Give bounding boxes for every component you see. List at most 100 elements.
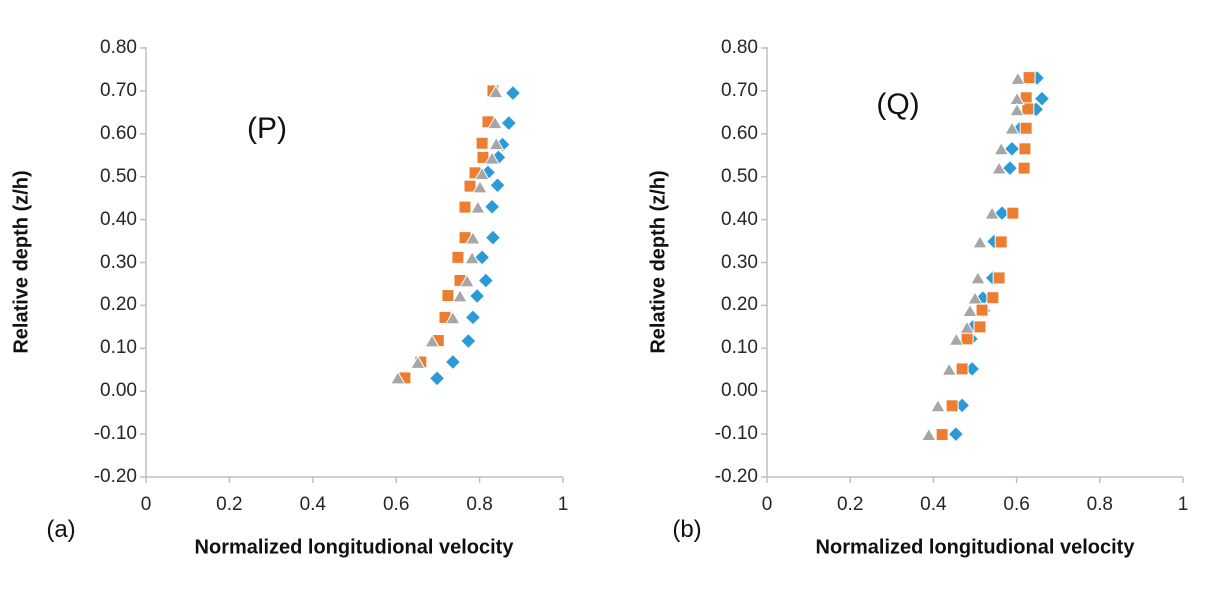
blue-diamond-marker [460,332,477,350]
y-tick-label: -0.20 [714,466,758,487]
blue-diamond-marker [444,353,462,371]
blue-diamond-marker [464,309,482,326]
x-axis-title: Normalized longitudional velocity [194,536,514,559]
y-tick-label: 0.00 [100,380,137,402]
x-tick-label: 0.6 [382,494,410,515]
orange-square-marker [994,235,1008,249]
y-tick-label: 0.40 [721,208,758,230]
orange-square-marker [1019,121,1033,135]
y-tick-label: 0.80 [100,37,137,58]
figure-label: (b) [672,516,702,543]
orange-square-marker [463,179,477,193]
y-axis-title: Relative depth (z/h) [647,170,670,354]
x-tick-label: 1 [557,494,569,515]
gray-triangle-marker [389,370,406,385]
gray-triangle-marker [470,200,486,214]
blue-diamond-marker [483,198,501,215]
blue-diamond-marker [947,425,965,443]
x-axis-title: Normalized longitudional velocity [815,536,1135,559]
blue-diamond-marker [1003,140,1021,158]
orange-square-marker [1022,71,1036,85]
x-tick-label: 0.8 [466,494,493,515]
y-tick-label: 0.10 [100,337,137,359]
y-tick-label: 0.60 [721,122,758,144]
y-tick-label: 0.40 [100,208,137,230]
orange-square-marker [451,250,465,264]
x-tick-label: 0 [140,494,152,515]
y-tick-label: 0.10 [721,337,758,359]
gray-triangle-marker [967,291,983,305]
orange-square-marker [935,428,949,442]
x-tick-label: 0.2 [216,494,243,515]
blue-diamond-marker [473,249,491,266]
y-tick-label: 0.80 [721,37,758,58]
orange-square-marker [960,332,974,346]
plot-svg [761,47,1184,483]
chart-panel-b: Relative depth (z/h) Normalized longitud… [607,0,1214,600]
y-tick-label: 0.50 [100,165,137,187]
gray-triangle-marker [920,427,937,441]
gray-triangle-marker [445,310,461,325]
gray-triangle-marker [464,250,480,265]
gray-triangle-marker [1009,102,1025,117]
orange-square-marker [458,200,472,214]
orange-square-marker [1018,142,1032,156]
gray-triangle-marker [459,273,475,288]
orange-square-marker [1006,206,1020,220]
y-tick-label: 0.60 [100,122,137,144]
orange-square-marker [1017,161,1031,175]
figure-label: (a) [46,516,76,543]
y-tick-label: 0.20 [721,294,758,316]
gray-triangle-marker [1009,71,1026,85]
gray-triangle-marker [948,332,965,346]
gray-triangle-marker [970,270,986,285]
blue-diamond-marker [428,370,446,387]
x-tick-label: 0.6 [1003,494,1030,515]
gray-triangle-marker [993,141,1010,156]
gray-triangle-marker [1004,121,1020,135]
plot-svg [140,47,564,483]
y-tick-label: -0.20 [93,466,137,487]
y-tick-label: 0.20 [100,294,137,316]
x-tick-label: 0.4 [920,494,947,515]
y-tick-label: 0.30 [100,251,137,273]
gray-triangle-marker [452,288,468,303]
gray-triangle-marker [465,230,481,245]
x-tick-label: 1 [1177,494,1189,515]
orange-square-marker [975,303,989,317]
y-tick-label: 0.00 [721,380,758,402]
gray-triangle-marker [424,333,440,348]
gray-triangle-marker [410,355,426,369]
blue-diamond-marker [489,177,506,194]
gray-triangle-marker [487,115,503,130]
orange-square-marker [1021,102,1035,116]
panel-label: (P) [247,112,287,145]
gray-triangle-marker [488,136,505,151]
blue-diamond-marker [1001,159,1019,177]
gray-triangle-marker [472,179,488,194]
gray-triangle-marker [959,320,975,334]
gray-triangle-marker [972,234,988,249]
orange-square-marker [475,136,489,150]
y-tick-label: 0.70 [721,79,758,101]
y-tick-label: 0.50 [721,165,758,187]
gray-triangle-marker [991,161,1007,175]
x-tick-label: 0.8 [1086,494,1113,515]
gray-triangle-marker [941,362,958,376]
y-tick-label: -0.10 [714,423,758,445]
blue-diamond-marker [504,84,522,102]
orange-square-marker [992,271,1006,285]
blue-diamond-marker [484,229,502,246]
blue-diamond-marker [500,114,517,132]
blue-diamond-marker [477,272,495,289]
blue-diamond-marker [468,287,486,305]
orange-square-marker [986,291,1000,305]
x-tick-label: 0.2 [836,494,864,515]
x-tick-label: 0 [761,494,773,515]
gray-triangle-marker [487,84,504,99]
x-tick-label: 0.4 [299,494,326,515]
panel-label: (Q) [876,88,920,121]
blue-diamond-marker [1033,90,1051,107]
gray-triangle-marker [474,166,490,181]
